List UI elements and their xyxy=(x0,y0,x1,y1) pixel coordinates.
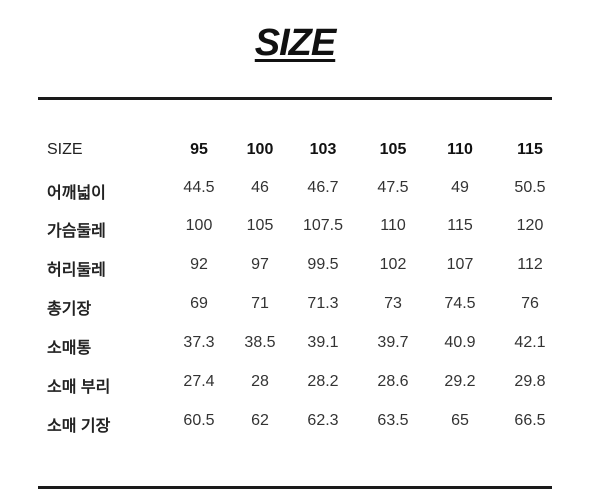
row-label: 소매 기장 xyxy=(47,418,111,435)
row-label: 소매 부리 xyxy=(47,379,111,396)
table-cell: 63.5 xyxy=(377,412,409,429)
table-cell: 97 xyxy=(251,256,269,273)
table-cell: 27.4 xyxy=(183,373,215,390)
table-row: 소매 부리 27.4 28 28.2 28.6 29.2 29.8 xyxy=(0,373,600,397)
size-header-cell: 100 xyxy=(246,141,274,158)
table-cell: 42.1 xyxy=(514,334,546,351)
row-label: 총기장 xyxy=(47,301,92,318)
table-row: 허리둘레 92 97 99.5 102 107 112 xyxy=(0,256,600,280)
table-cell: 71 xyxy=(251,295,269,312)
table-cell: 100 xyxy=(185,217,213,234)
table-cell: 107.5 xyxy=(302,217,344,234)
table-row: 총기장 69 71 71.3 73 74.5 76 xyxy=(0,295,600,319)
table-cell: 107 xyxy=(446,256,474,273)
table-cell: 46 xyxy=(251,179,269,196)
size-header-cell: 110 xyxy=(447,141,473,158)
table-cell: 29.8 xyxy=(514,373,546,390)
table-cell: 69 xyxy=(190,295,208,312)
table-row: 어깨넓이 44.5 46 46.7 47.5 49 50.5 xyxy=(0,179,600,203)
table-cell: 40.9 xyxy=(444,334,476,351)
table-cell: 28 xyxy=(251,373,269,390)
table-cell: 92 xyxy=(190,256,208,273)
table-cell: 66.5 xyxy=(514,412,546,429)
table-cell: 115 xyxy=(447,217,473,234)
table-row: 소매통 37.3 38.5 39.1 39.7 40.9 42.1 xyxy=(0,334,600,358)
row-label: SIZE xyxy=(47,141,83,158)
row-label: 가슴둘레 xyxy=(47,223,106,240)
table-cell: 29.2 xyxy=(444,373,476,390)
bottom-divider xyxy=(38,486,552,489)
table-cell: 76 xyxy=(521,295,539,312)
table-row: 소매 기장 60.5 62 62.3 63.5 65 66.5 xyxy=(0,412,600,436)
table-cell: 37.3 xyxy=(183,334,215,351)
table-cell: 39.7 xyxy=(377,334,409,351)
row-label: 소매통 xyxy=(47,340,92,357)
table-cell: 28.2 xyxy=(307,373,339,390)
size-header-cell: 105 xyxy=(379,141,407,158)
table-cell: 99.5 xyxy=(307,256,339,273)
table-cell: 110 xyxy=(380,217,406,234)
table-cell: 44.5 xyxy=(183,179,215,196)
row-label: 어깨넓이 xyxy=(47,185,106,202)
table-cell: 112 xyxy=(517,256,543,273)
table-cell: 49 xyxy=(451,179,469,196)
table-cell: 65 xyxy=(451,412,469,429)
table-cell: 62 xyxy=(251,412,269,429)
table-cell: 39.1 xyxy=(307,334,339,351)
table-cell: 60.5 xyxy=(183,412,215,429)
table-cell: 71.3 xyxy=(307,295,339,312)
table-cell: 73 xyxy=(384,295,402,312)
table-header-row: SIZE 95 100 103 105 110 115 xyxy=(0,141,600,165)
table-cell: 46.7 xyxy=(307,179,339,196)
table-cell: 47.5 xyxy=(377,179,409,196)
table-cell: 62.3 xyxy=(307,412,339,429)
table-cell: 105 xyxy=(246,217,274,234)
table-cell: 38.5 xyxy=(244,334,276,351)
page-title: SIZE xyxy=(254,22,336,64)
table-cell: 102 xyxy=(379,256,407,273)
table-row: 가슴둘레 100 105 107.5 110 115 120 xyxy=(0,217,600,241)
table-cell: 50.5 xyxy=(514,179,546,196)
row-label: 허리둘레 xyxy=(47,262,106,279)
size-header-cell: 95 xyxy=(190,141,208,158)
table-cell: 28.6 xyxy=(377,373,409,390)
size-header-cell: 115 xyxy=(517,141,543,158)
top-divider xyxy=(38,97,552,100)
table-cell: 120 xyxy=(516,217,544,234)
table-cell: 74.5 xyxy=(444,295,476,312)
size-header-cell: 103 xyxy=(309,141,337,158)
